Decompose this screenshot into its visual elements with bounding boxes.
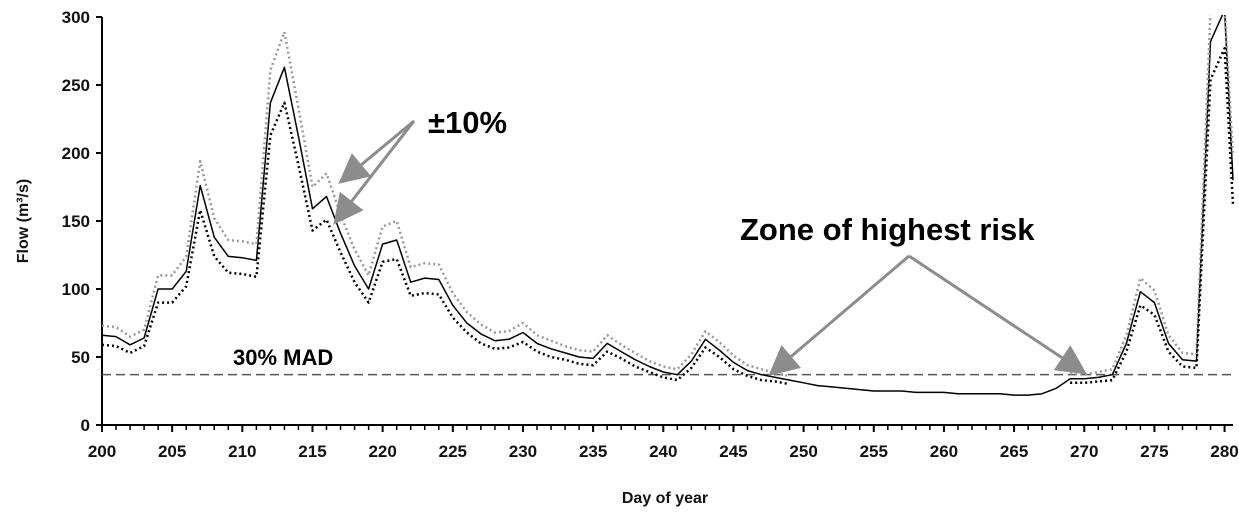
x-tick-label: 240 — [649, 442, 677, 461]
x-tick-label: 245 — [719, 442, 747, 461]
x-tick-label: 225 — [439, 442, 467, 461]
x-axis-title: Day of year — [622, 490, 708, 507]
risk-arrow-left — [768, 254, 910, 376]
axes: 0 50 100 150 200 250 300 200 205 210 215 220 225 230 2… — [62, 8, 1239, 461]
x-tick-label: 270 — [1070, 442, 1098, 461]
x-tick-label: 215 — [298, 442, 326, 461]
plot-area — [102, 15, 1235, 396]
x-tick-label: 210 — [228, 442, 256, 461]
pm10-arrow-upper — [338, 119, 415, 184]
minus10-series-line — [102, 47, 1235, 386]
x-tick-label: 235 — [579, 442, 607, 461]
zone-of-highest-risk-annotation: Zone of highest risk — [740, 212, 1035, 247]
y-tick-label: 300 — [62, 8, 90, 27]
mad-annotation: 30% MAD — [233, 345, 333, 370]
y-tick-label: 250 — [62, 76, 90, 95]
y-tick-label: 150 — [62, 212, 90, 231]
flow-series-line — [102, 15, 1234, 396]
risk-arrow-right — [908, 254, 1087, 375]
x-tick-label: 275 — [1140, 442, 1168, 461]
pm10-arrow-lower — [333, 120, 416, 225]
y-tick-label: 100 — [62, 280, 90, 299]
y-tick-label: 0 — [81, 416, 90, 435]
y-tick-label: 50 — [71, 348, 90, 367]
x-tick-label: 280 — [1210, 442, 1238, 461]
annotations: ±10% Zone of highest risk 30% MAD — [233, 105, 1087, 376]
x-tick-label: 200 — [88, 442, 116, 461]
x-tick-label: 265 — [1000, 442, 1028, 461]
x-tick-label: 255 — [860, 442, 888, 461]
x-tick-label: 260 — [930, 442, 958, 461]
plus10-series-line — [102, 15, 1235, 378]
x-tick-label: 220 — [368, 442, 396, 461]
y-tick-label: 200 — [62, 144, 90, 163]
pm10-annotation: ±10% — [428, 105, 507, 140]
x-tick-label: 205 — [158, 442, 186, 461]
y-axis-title: Flow (m³/s) — [15, 179, 32, 263]
x-tick-label: 250 — [789, 442, 817, 461]
x-tick-label: 230 — [509, 442, 537, 461]
